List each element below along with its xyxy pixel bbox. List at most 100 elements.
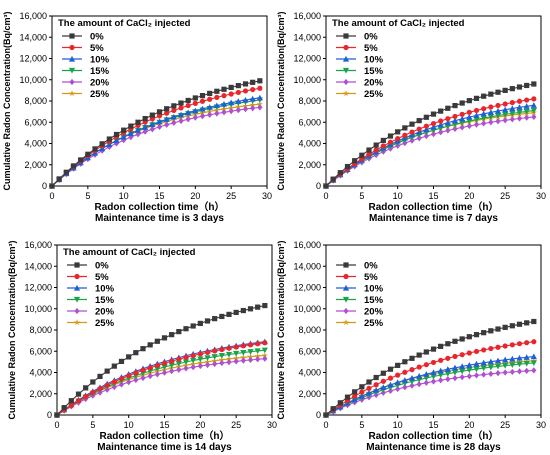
panel-subtitle: Maintenance time is 14 days [97, 442, 232, 453]
data-point [402, 132, 408, 138]
data-point [247, 306, 254, 312]
data-point [509, 105, 516, 112]
legend-label: 5% [364, 272, 378, 283]
data-point [366, 151, 372, 157]
data-point [452, 102, 458, 109]
series-markers-0pct [323, 318, 537, 418]
data-point [387, 133, 394, 139]
data-point [126, 354, 132, 360]
data-point [156, 123, 163, 131]
data-point [257, 78, 263, 84]
data-point [262, 340, 268, 346]
chart-panel-1: 0 2,000 4,000 6,000 8,000 10,000 12,000 14,000 1… [2, 11, 272, 224]
data-point [185, 109, 192, 116]
data-point [488, 370, 494, 377]
data-point [140, 374, 146, 382]
data-point [452, 113, 458, 120]
x-tick-label: 15 [154, 191, 164, 201]
data-point [495, 102, 501, 109]
data-point [133, 370, 139, 376]
legend-label: 0% [364, 261, 378, 272]
data-point [221, 93, 227, 99]
data-point [466, 113, 473, 120]
data-point [495, 344, 501, 350]
data-point [176, 329, 182, 335]
chart-panel-2: 0 2,000 4,000 6,000 8,000 10,000 12,000 14,000 1… [276, 11, 546, 224]
legend-marker [73, 284, 81, 291]
data-point [190, 323, 196, 329]
data-point [488, 91, 494, 97]
data-point [344, 394, 351, 400]
data-point [401, 377, 408, 383]
data-point [68, 398, 74, 404]
data-point [199, 105, 206, 112]
data-point [416, 364, 422, 370]
series-line-10pct [325, 104, 534, 187]
data-point [495, 326, 501, 332]
data-point [240, 354, 247, 361]
data-point [183, 326, 189, 332]
data-point [219, 313, 225, 320]
data-point [207, 111, 213, 118]
data-point [495, 89, 501, 95]
data-point [452, 125, 458, 132]
x-tick-label: 30 [536, 420, 546, 430]
data-point [128, 123, 134, 129]
legend-marker [69, 44, 75, 51]
plot-frame [325, 15, 542, 187]
data-point [197, 362, 203, 370]
y-tick-label: 4,000 [298, 368, 321, 378]
data-point [416, 352, 422, 358]
x-tick-label: 0 [54, 420, 59, 430]
data-point [445, 105, 451, 111]
data-point [212, 316, 218, 322]
legend-marker [74, 262, 80, 268]
data-point [206, 104, 213, 110]
y-tick-label: 14,000 [19, 32, 47, 42]
data-point [531, 96, 537, 102]
data-point [387, 381, 394, 388]
data-point [531, 81, 537, 87]
data-point [189, 360, 197, 367]
data-point [516, 341, 523, 347]
data-point [161, 364, 168, 371]
chart-panel-3: 0 2,000 4,000 6,000 8,000 10,000 12,000 14,000 1… [7, 240, 277, 453]
data-point [247, 353, 254, 360]
legend-label: 10% [364, 55, 384, 66]
data-point [218, 356, 226, 363]
data-point [402, 359, 408, 365]
x-tick-label: 10 [124, 420, 134, 430]
series-line-20pct [325, 116, 534, 187]
x-axis-label: Radon collection time（h） [99, 429, 229, 442]
data-point [197, 351, 203, 357]
data-point [416, 381, 422, 388]
data-point [445, 116, 451, 122]
legend-label: 25% [95, 318, 115, 329]
data-point [409, 355, 415, 361]
data-point [232, 354, 240, 361]
y-tick-label: 12,000 [19, 54, 47, 64]
data-point [416, 126, 422, 132]
legend-label: 15% [364, 66, 384, 77]
legend-marker [343, 273, 349, 280]
series-line-20pct [51, 106, 260, 187]
data-point [235, 89, 241, 96]
data-point [473, 112, 480, 118]
legend: The amount of CaCl₂ injected 0%5%10%15%20… [63, 247, 196, 329]
data-point [438, 118, 444, 124]
data-point [249, 101, 256, 108]
data-point [516, 84, 523, 90]
panel-subtitle: Maintenance time is 7 days [369, 213, 498, 224]
data-point [523, 108, 530, 115]
data-point [524, 340, 530, 346]
data-point [531, 113, 537, 121]
data-point [459, 368, 466, 375]
data-point [199, 93, 206, 99]
data-point [488, 345, 494, 352]
data-point [509, 368, 515, 376]
legend-label: 0% [95, 261, 109, 272]
legend-marker [69, 78, 75, 86]
data-point [387, 375, 394, 381]
data-point [488, 328, 494, 334]
y-tick-label: 16,000 [19, 11, 47, 21]
